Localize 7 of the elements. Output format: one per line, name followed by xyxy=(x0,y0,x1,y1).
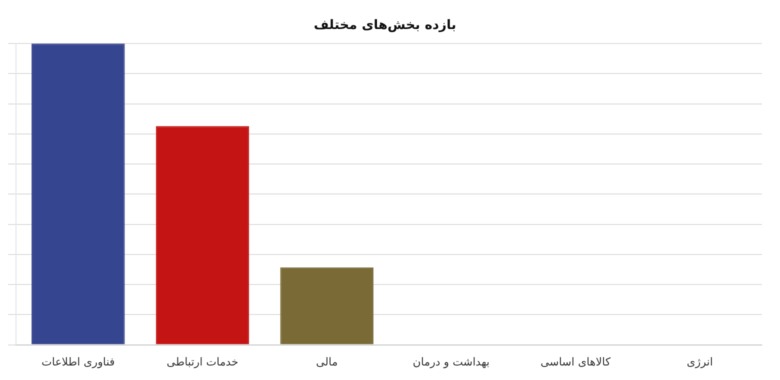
x-tick-label: خدمات ارتباطی xyxy=(166,355,238,368)
x-tick-label: انرژی xyxy=(686,355,713,368)
x-tick-label: بهداشت و درمان xyxy=(412,355,490,368)
x-tick-label: فناوری اطلاعات xyxy=(42,355,115,368)
x-tick-label: مالی xyxy=(316,355,338,368)
x-tick-label: کالاهای اساسی xyxy=(540,355,612,368)
chart-title: بازده بخش‌های مختلف xyxy=(314,18,456,34)
